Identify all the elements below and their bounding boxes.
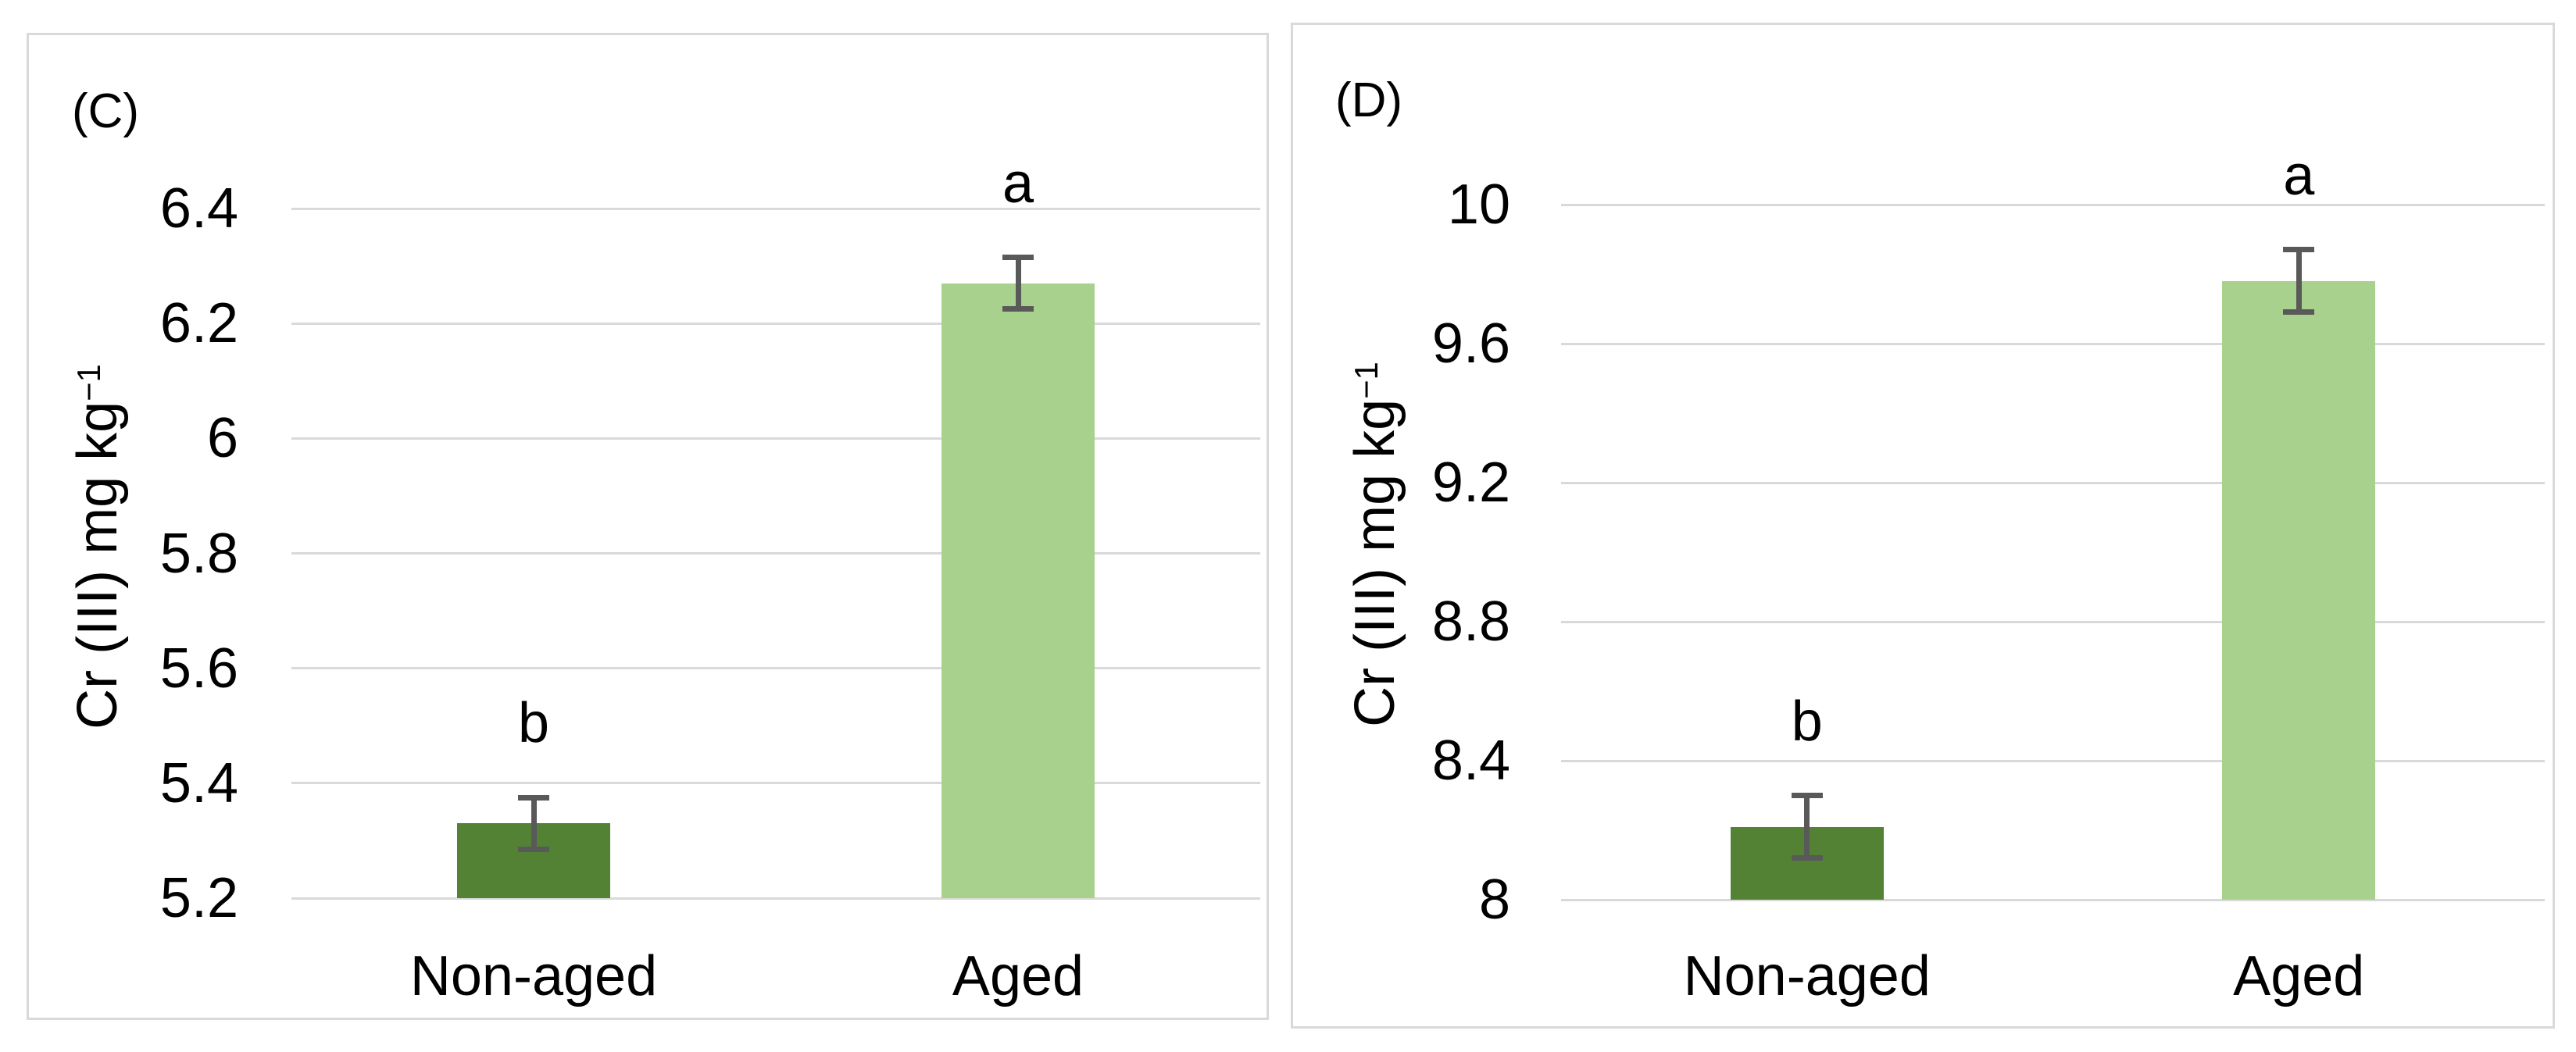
gridline (291, 897, 1260, 900)
significance-letter-aged: a (2283, 144, 2315, 207)
panel-label-c: (C) (72, 84, 140, 138)
y-tick-label: 10 (1447, 173, 1510, 236)
gridline (291, 782, 1260, 785)
gridline (1561, 342, 2545, 345)
y-tick-label: 9.2 (1431, 451, 1510, 514)
gridline (291, 437, 1260, 440)
y-tick-label: 8.4 (1431, 729, 1510, 792)
gridline (291, 667, 1260, 670)
gridline (1561, 620, 2545, 623)
y-tick-label: 8.8 (1431, 590, 1510, 653)
y-tick-label: 5.4 (159, 751, 238, 815)
y-tick-label: 6.2 (159, 292, 238, 355)
y-tick-label: 5.2 (159, 867, 238, 929)
y-tick-label: 5.6 (159, 637, 238, 700)
chart-panel-c: (C) Cr (III) mg kg−1 6.4 6.2 6 5.8 5.6 5.4 5.2… (27, 33, 1269, 1020)
gridline (1561, 898, 2545, 901)
error-bar-cap-bottom-non-aged (518, 846, 549, 852)
gridline (291, 322, 1260, 325)
error-bar-cap-bottom-aged (2283, 309, 2315, 316)
error-bar-cap-top-non-aged (1791, 793, 1823, 798)
category-label-non-aged: Non-aged (1683, 945, 1931, 1007)
y-tick-label: 6 (206, 407, 238, 470)
error-bar-cap-bottom-aged (1002, 306, 1034, 312)
category-label-aged: Aged (952, 945, 1084, 1007)
bar-aged (2222, 280, 2376, 900)
category-label-aged: Aged (2233, 945, 2365, 1007)
panel-label-d: (D) (1335, 73, 1403, 127)
significance-letter-non-aged: b (517, 692, 550, 755)
chart-panel-d: (D) Cr (III) mg kg−1 10 9.6 9.2 8.8 8.4 8 b Non… (1291, 23, 2555, 1029)
significance-letter-non-aged: b (1791, 690, 1823, 753)
y-tick-label: 9.6 (1431, 312, 1510, 375)
significance-letter-aged: a (1002, 152, 1034, 215)
error-bar-line-non-aged (1804, 795, 1810, 858)
gridline (1561, 481, 2545, 484)
y-tick-label: 6.4 (159, 177, 238, 240)
y-axis-title-superscript-c: −1 (70, 364, 108, 401)
error-bar-cap-bottom-non-aged (1791, 855, 1823, 861)
y-tick-label: 8 (1478, 868, 1510, 931)
category-label-non-aged: Non-aged (409, 945, 658, 1007)
bar-aged (941, 283, 1095, 898)
y-axis-title-d: Cr (III) mg kg−1 (1344, 362, 1414, 727)
error-bar-cap-top-non-aged (518, 794, 549, 801)
error-bar-cap-top-aged (2283, 247, 2315, 253)
gridline (1561, 203, 2545, 206)
error-bar-cap-top-aged (1002, 255, 1034, 261)
y-tick-label: 5.8 (159, 522, 238, 585)
gridline (291, 207, 1260, 210)
gridline (291, 552, 1260, 555)
error-bar-line-aged (2296, 249, 2302, 312)
error-bar-line-non-aged (531, 797, 537, 850)
gridline (1561, 759, 2545, 762)
error-bar-line-aged (1015, 257, 1021, 309)
